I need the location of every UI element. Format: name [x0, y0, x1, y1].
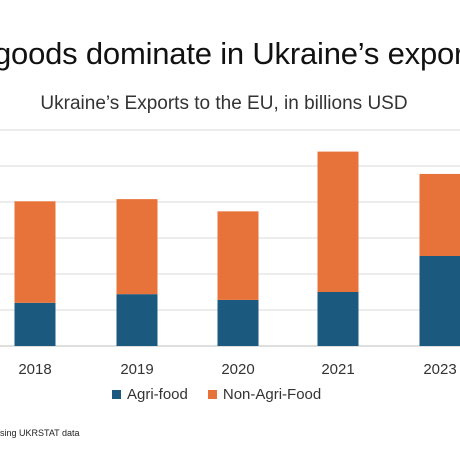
legend-item-agri-food: Agri-food — [112, 386, 188, 403]
bar-2018-agri-food — [14, 302, 56, 346]
bars — [14, 151, 460, 346]
chart-title: Ukraine’s Exports to the EU, in billions… — [40, 93, 407, 114]
bar-2019-non-agri-food — [116, 199, 158, 295]
bar-2020-agri-food — [217, 299, 259, 346]
legend-swatch-non-agri-food — [207, 390, 217, 399]
bar-2023-non-agri-food — [419, 173, 460, 256]
page-headline: goods dominate in Ukraine’s expor — [0, 36, 460, 71]
bar-2021-non-agri-food — [317, 151, 359, 292]
legend-label-agri-food: Agri-food — [127, 386, 188, 403]
bar-2019-agri-food — [116, 294, 158, 346]
stacked-bar-chart: Ukraine’s Exports to the EU, in billions… — [0, 93, 460, 378]
legend: Agri-food Non-Agri-Food — [112, 386, 341, 403]
legend-swatch-agri-food — [112, 390, 121, 399]
legend-item-non-agri-food: Non-Agri-Food — [207, 386, 322, 403]
x-tick-label-2019: 2019 — [120, 361, 153, 378]
bar-2018-non-agri-food — [14, 201, 56, 303]
bar-2021-agri-food — [317, 292, 359, 346]
x-tick-label-2020: 2020 — [221, 361, 254, 378]
source-note: sing UKRSTAT data — [0, 428, 80, 438]
x-tick-label-2023: 2023 — [423, 361, 456, 378]
legend-label-non-agri-food: Non-Agri-Food — [222, 386, 322, 403]
x-axis-tick-labels: 2018 2019 2020 2021 2023 — [18, 361, 456, 378]
x-tick-label-2018: 2018 — [18, 361, 51, 378]
bar-2020-non-agri-food — [217, 211, 259, 300]
bar-2023-agri-food — [419, 256, 460, 346]
x-tick-label-2021: 2021 — [321, 361, 354, 378]
